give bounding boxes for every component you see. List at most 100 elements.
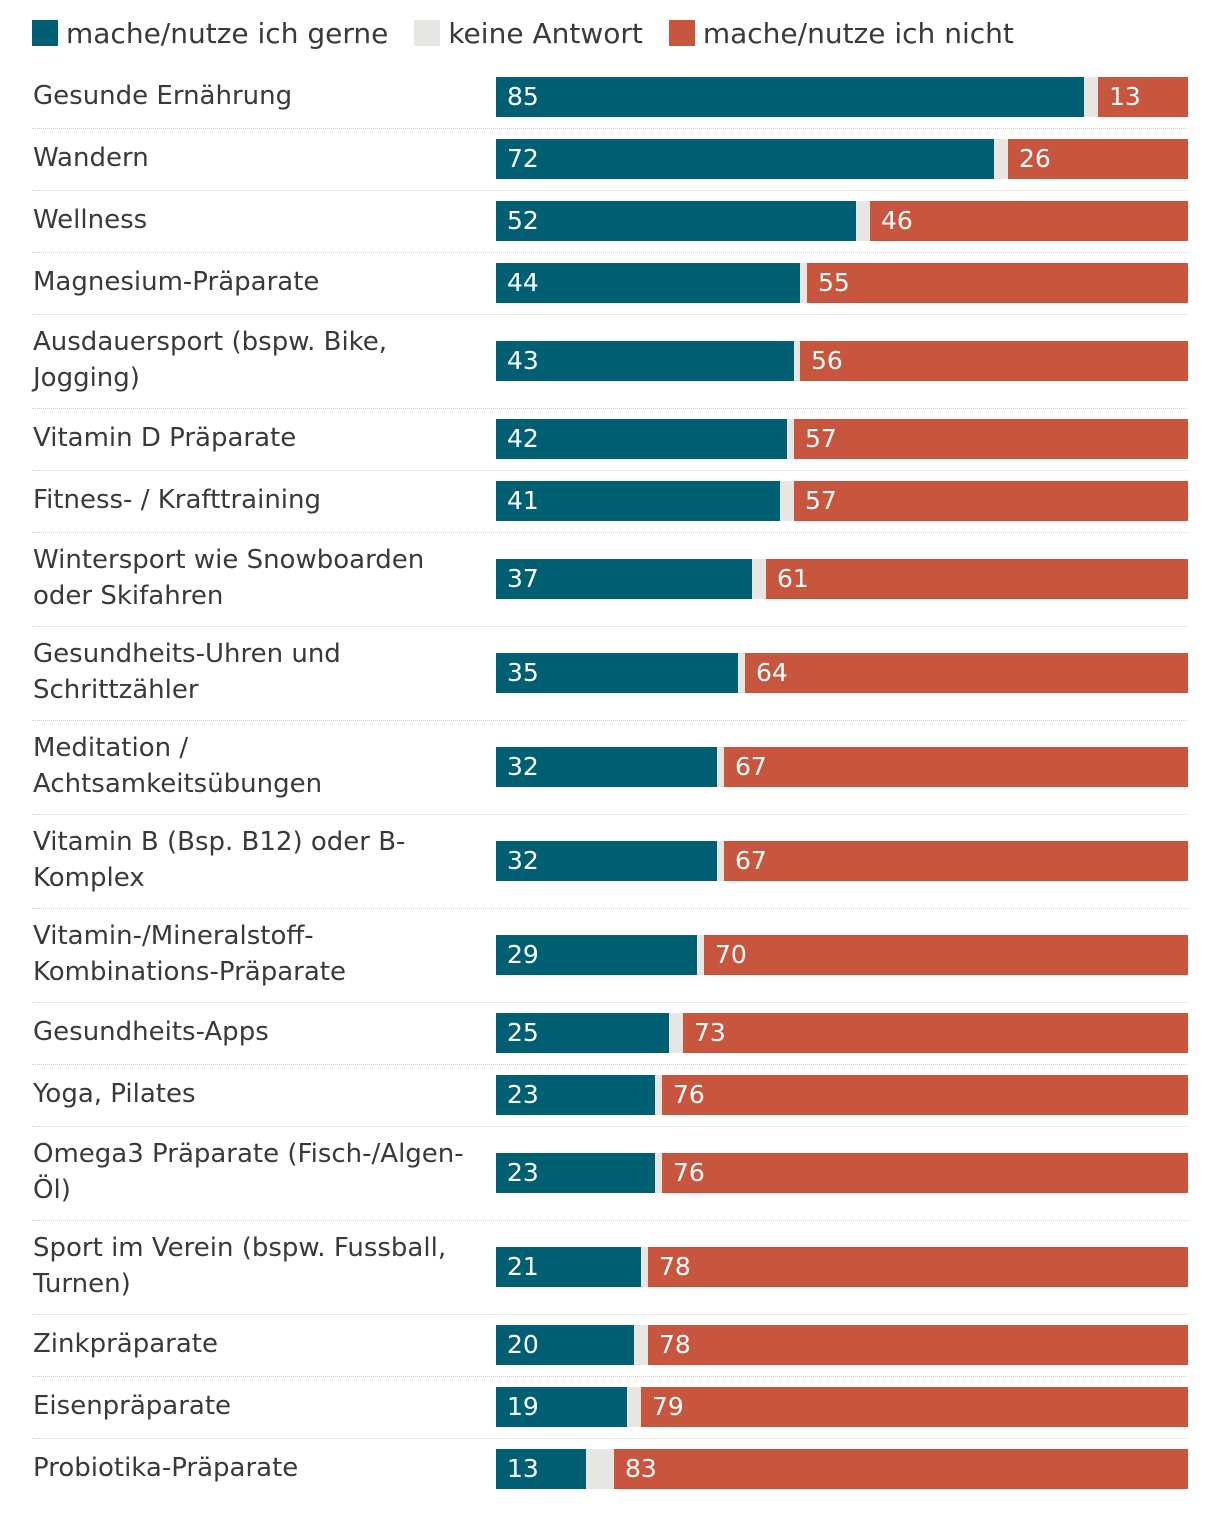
bar-keine	[634, 1325, 648, 1365]
data-label-gerne: 20	[507, 1330, 539, 1359]
category-label: Wintersport wie Snowboarden oder Skifahr…	[33, 545, 425, 611]
data-label-gerne: 35	[507, 658, 539, 687]
category-label: Vitamin-/Mineralstoff-Kombinations-Präpa…	[33, 921, 346, 987]
bar-keine	[586, 1449, 614, 1489]
row-separator	[32, 128, 1188, 129]
category-label: Omega3 Präparate (Fisch-/Algen-Öl)	[33, 1139, 464, 1205]
data-label-nicht: 57	[805, 486, 837, 515]
data-label-gerne: 21	[507, 1252, 539, 1281]
bar-keine	[655, 1075, 662, 1115]
row-separator	[32, 1376, 1188, 1377]
data-label-gerne: 37	[507, 564, 539, 593]
data-label-nicht: 64	[756, 658, 788, 687]
data-label-nicht: 61	[777, 564, 809, 593]
legend-swatch-nicht	[668, 20, 695, 46]
data-label-nicht: 57	[805, 424, 837, 453]
legend-item-keine: keine Antwort	[414, 17, 643, 50]
row-separator	[32, 720, 1188, 721]
row-separator	[32, 252, 1188, 253]
row-separator	[32, 814, 1188, 815]
bar-gerne	[496, 1075, 655, 1115]
bar-keine	[856, 201, 870, 241]
legend-item-nicht: mache/nutze ich nicht	[668, 16, 1014, 50]
legend-label-gerne: mache/nutze ich gerne	[66, 16, 389, 50]
bar-gerne	[496, 935, 697, 975]
data-label-nicht: 13	[1109, 82, 1141, 111]
bar-keine	[641, 1247, 648, 1287]
data-label-nicht: 76	[673, 1158, 705, 1187]
data-label-nicht: 67	[735, 752, 767, 781]
category-label: Fitness- / Krafttraining	[33, 485, 322, 515]
bar-keine	[738, 653, 745, 693]
bar-gerne	[496, 139, 994, 179]
bar-gerne	[496, 1013, 669, 1053]
data-label-nicht: 67	[735, 846, 767, 875]
data-label-gerne: 19	[507, 1392, 539, 1421]
category-label: Probiotika-Präparate	[33, 1453, 299, 1483]
bar-gerne	[496, 1449, 586, 1489]
data-label-gerne: 23	[507, 1158, 539, 1187]
bar-keine	[787, 419, 794, 459]
data-label-nicht: 26	[1019, 144, 1051, 173]
bar-nicht	[794, 481, 1188, 521]
legend-label-nicht: mache/nutze ich nicht	[702, 16, 1014, 50]
row-separator	[32, 626, 1188, 627]
category-label: Wandern	[33, 143, 149, 173]
data-label-gerne: 32	[507, 752, 539, 781]
category-label: Wellness	[33, 205, 148, 235]
bar-keine	[1084, 77, 1098, 117]
row-separator	[32, 1220, 1188, 1221]
bar-gerne	[496, 263, 800, 303]
bar-keine	[780, 481, 794, 521]
bar-gerne	[496, 419, 787, 459]
bar-gerne	[496, 1247, 641, 1287]
category-label: Gesundheits-Apps	[33, 1017, 269, 1047]
data-label-nicht: 70	[715, 940, 747, 969]
bar-nicht	[724, 747, 1188, 787]
data-label-gerne: 13	[507, 1454, 539, 1483]
data-label-gerne: 25	[507, 1018, 539, 1047]
legend-swatch-keine	[414, 20, 441, 46]
bar-keine	[794, 341, 800, 381]
bar-nicht	[662, 1153, 1188, 1193]
data-label-gerne: 44	[507, 268, 539, 297]
bar-keine	[800, 263, 807, 303]
bar-gerne	[496, 1325, 634, 1365]
bar-nicht	[800, 341, 1188, 381]
row-separator	[32, 1002, 1188, 1003]
data-label-gerne: 52	[507, 206, 539, 235]
data-label-nicht: 78	[659, 1330, 691, 1359]
row-separator	[32, 1314, 1188, 1315]
bar-keine	[717, 747, 724, 787]
bar-nicht	[794, 419, 1188, 459]
bar-nicht	[745, 653, 1188, 693]
row-separator	[32, 1438, 1188, 1439]
bar-nicht	[614, 1449, 1188, 1489]
data-label-nicht: 76	[673, 1080, 705, 1109]
bar-nicht	[704, 935, 1188, 975]
legend-swatch-gerne	[32, 20, 58, 46]
bar-nicht	[870, 201, 1188, 241]
category-label: Meditation / Achtsamkeitsübungen	[33, 733, 323, 799]
bar-gerne	[496, 841, 717, 881]
bar-gerne	[496, 559, 752, 599]
row-separator	[32, 408, 1188, 409]
data-label-nicht: 79	[652, 1392, 684, 1421]
data-label-gerne: 41	[507, 486, 539, 515]
bar-nicht	[662, 1075, 1188, 1115]
row-separator	[32, 190, 1188, 191]
legend-label-keine: keine Antwort	[448, 16, 643, 50]
data-label-gerne: 85	[507, 82, 539, 111]
category-label: Zinkpräparate	[33, 1329, 218, 1359]
row-separator	[32, 1064, 1188, 1065]
bar-gerne	[496, 1387, 627, 1427]
data-label-nicht: 78	[659, 1252, 691, 1281]
category-label: Vitamin B (Bsp. B12) oder B-Komplex	[33, 827, 406, 893]
data-label-nicht: 55	[818, 268, 850, 297]
data-label-nicht: 83	[625, 1454, 657, 1483]
row-separator	[32, 314, 1188, 315]
row-separator	[32, 1126, 1188, 1127]
bar-nicht	[648, 1247, 1188, 1287]
bar-nicht	[641, 1387, 1188, 1427]
bar-nicht	[648, 1325, 1188, 1365]
